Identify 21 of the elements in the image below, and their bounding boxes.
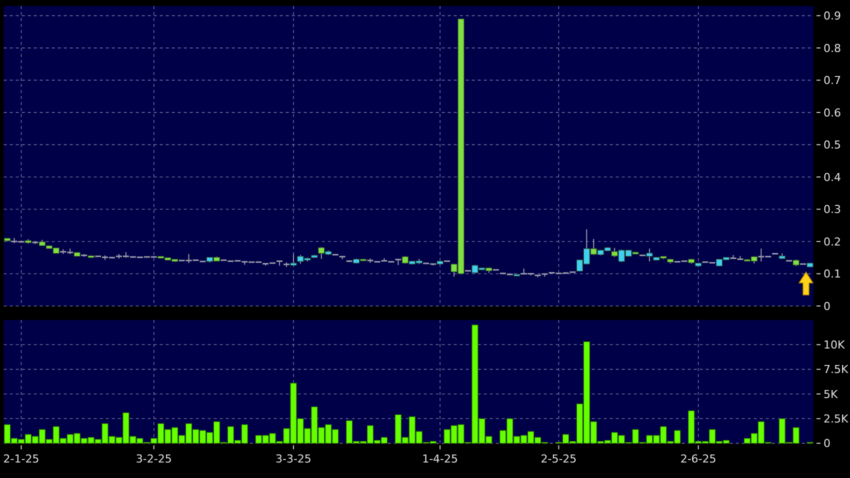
y-tick-label: 0.5 xyxy=(824,138,841,152)
x-tick-label: 2-6-25 xyxy=(680,452,716,466)
y-tick-label: 0 xyxy=(824,300,830,313)
y-tick-label: 0 xyxy=(824,437,830,450)
x-tick-label: 3-3-25 xyxy=(276,452,312,466)
y-tick-label: 0.2 xyxy=(824,235,841,248)
x-tick-label: 1-4-25 xyxy=(422,452,458,466)
y-tick-label: 2.5K xyxy=(824,412,849,426)
y-tick-label: 0.4 xyxy=(824,170,841,184)
y-tick-label: 0.9 xyxy=(824,10,841,23)
y-tick-label: 0.8 xyxy=(824,42,841,55)
x-tick-label: 2-5-25 xyxy=(540,452,577,466)
y-tick-label: 7.5K xyxy=(824,363,849,376)
y-tick-label: 5K xyxy=(824,388,838,401)
y-tick-label: 10K xyxy=(824,338,846,352)
y-tick-label: 0.1 xyxy=(824,268,841,281)
x-tick-label: 3-2-25 xyxy=(136,452,172,466)
y-tick-label: 0.6 xyxy=(824,106,841,120)
y-tick-label: 0.7 xyxy=(824,74,841,88)
x-tick-label: 2-1-25 xyxy=(3,452,40,466)
y-tick-label: 0.3 xyxy=(824,203,841,216)
